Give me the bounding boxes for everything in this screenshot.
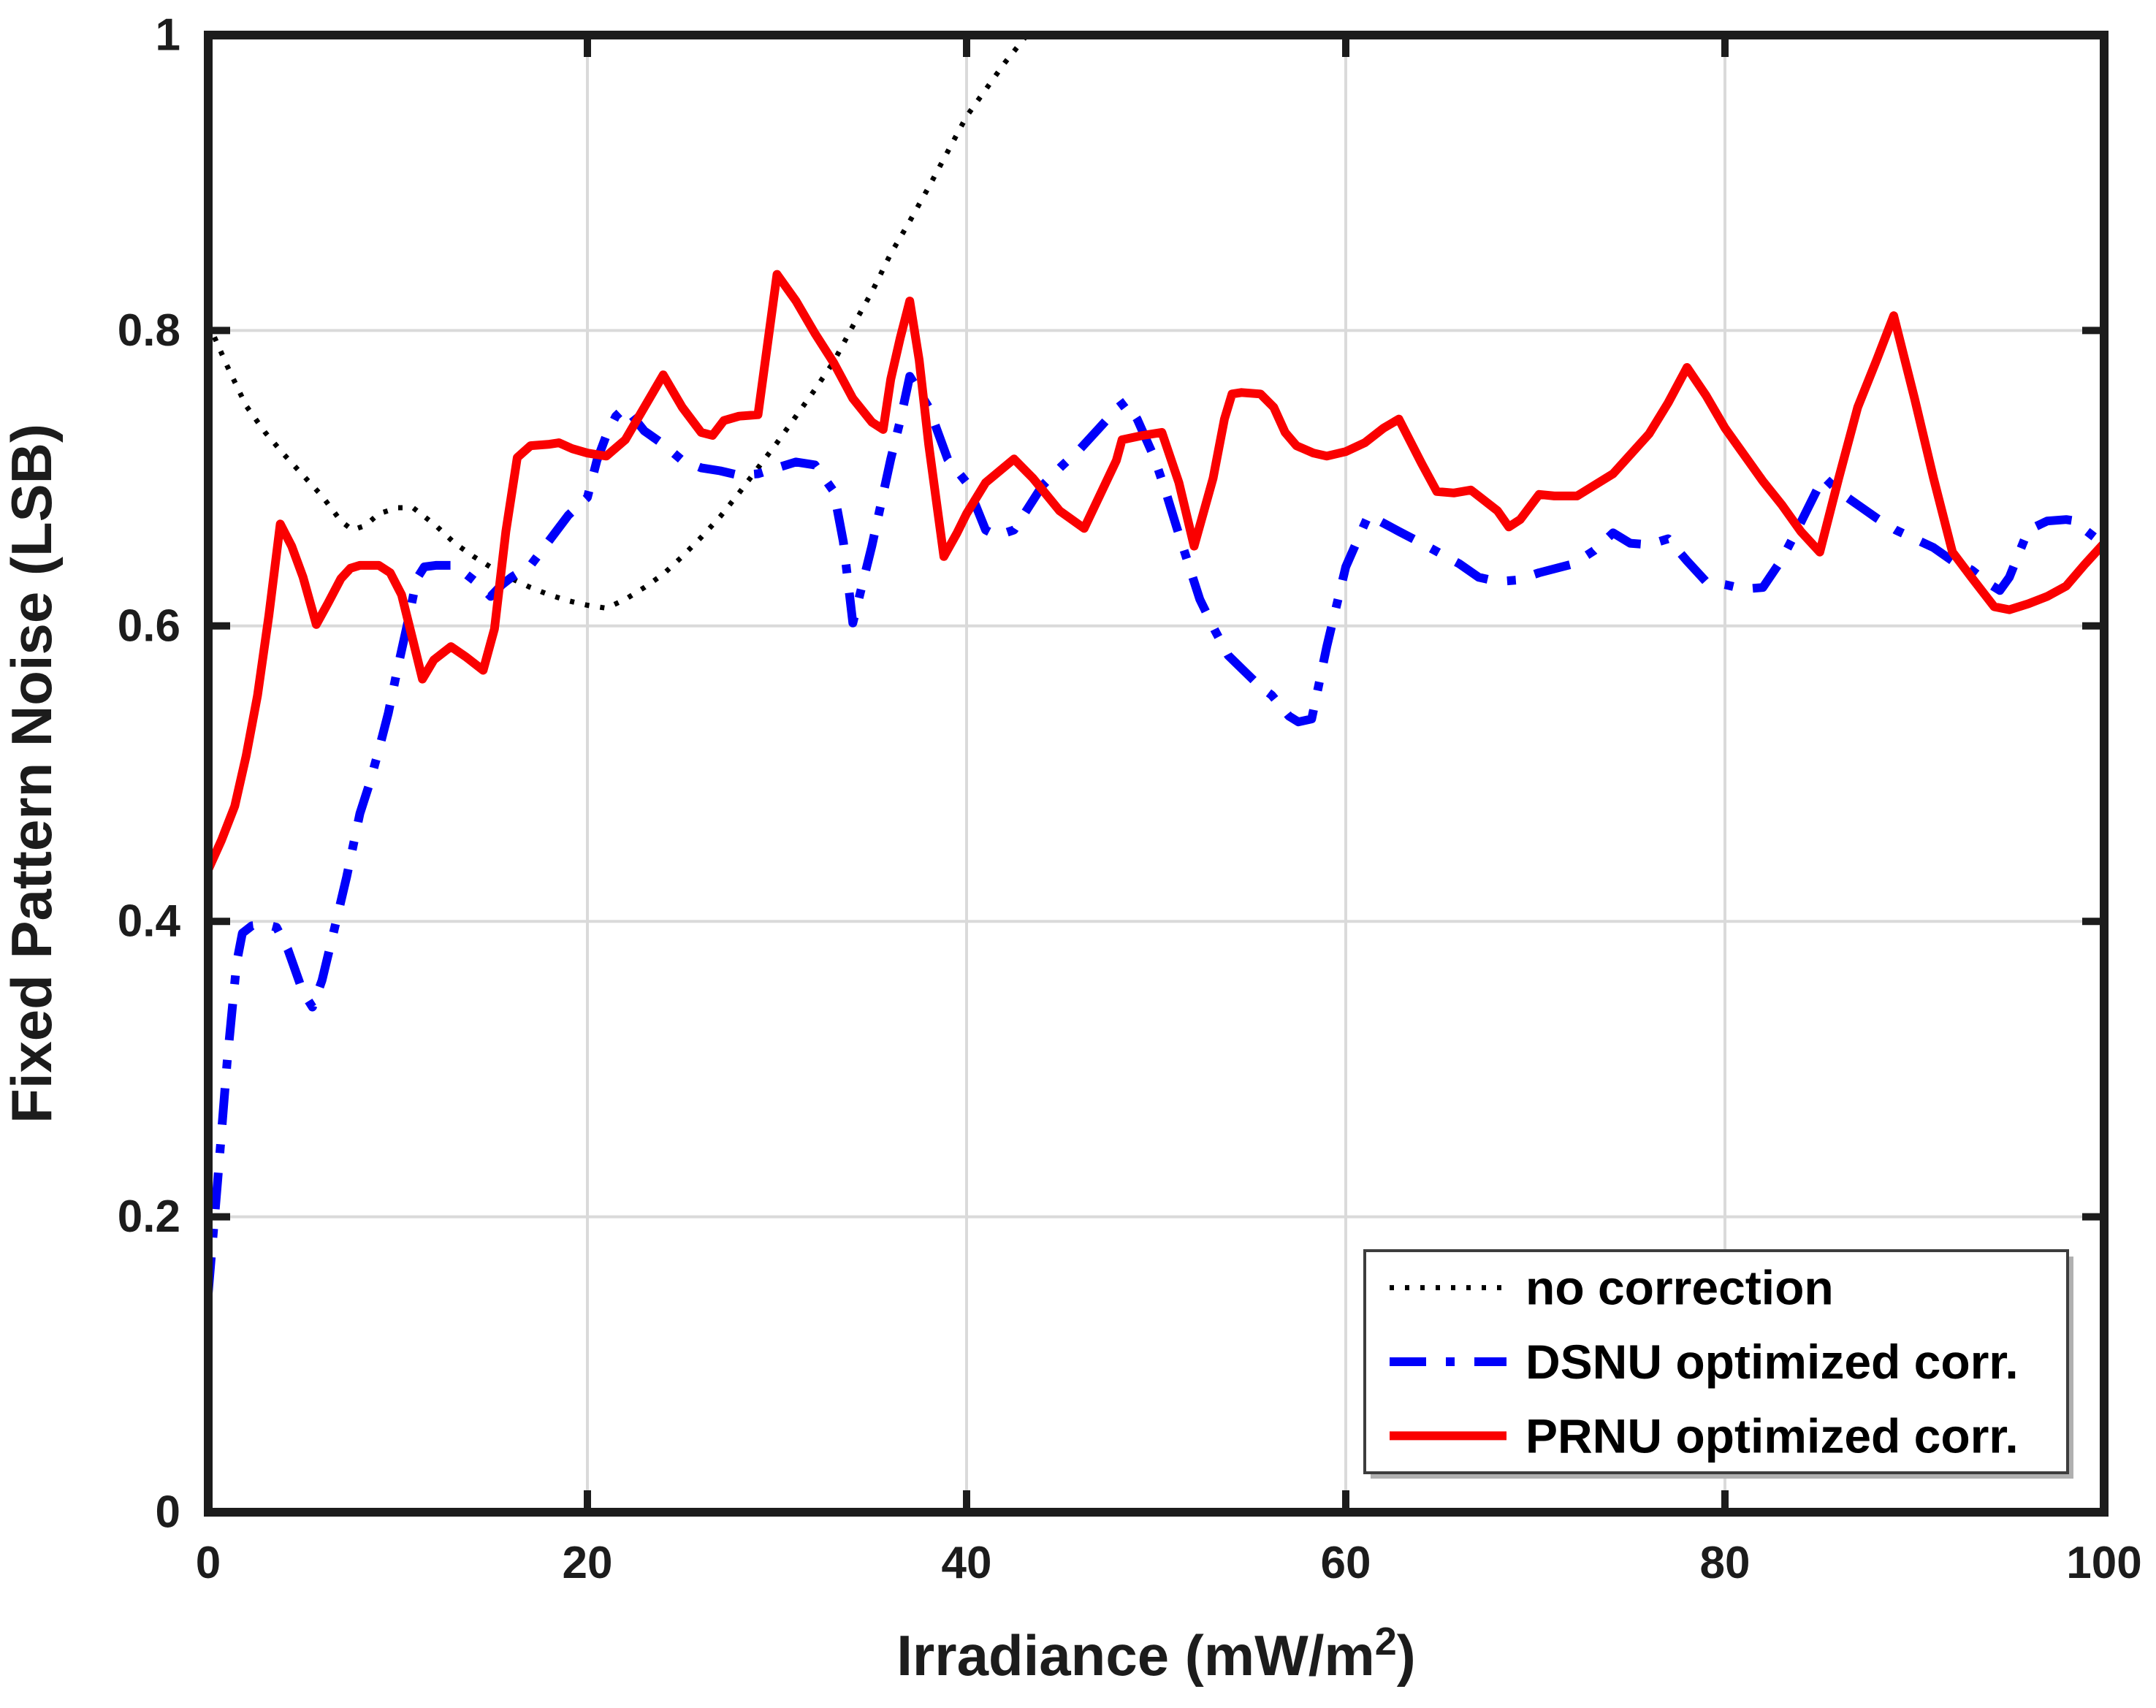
- y-tick-labels: 0 0.2 0.4 0.6 0.8 1: [118, 10, 181, 1538]
- y-tick-label: 0.6: [118, 601, 180, 651]
- legend-label: DSNU optimized corr.: [1525, 1335, 2019, 1389]
- series-dsnu-optimized-corr-: [208, 372, 2104, 1295]
- plot-area: [208, 35, 2104, 1295]
- legend-label: no correction: [1525, 1261, 1834, 1315]
- legend-entry: PRNU optimized corr.: [1390, 1408, 2019, 1463]
- legend: no correction DSNU optimized corr. PRNU op…: [1363, 1249, 2073, 1479]
- series-no-correction: [208, 35, 1030, 611]
- plot-frame: [204, 31, 2109, 1517]
- gridlines: [207, 34, 2106, 1514]
- y-axis-title: Fixed Pattern Noise (LSB): [0, 424, 64, 1124]
- y-tick-label: 0.2: [118, 1192, 180, 1242]
- x-tick-label: 0: [196, 1538, 221, 1588]
- x-tick-labels: 0 20 40 60 80 100: [196, 1538, 2142, 1588]
- x-tick-label: 60: [1321, 1538, 1371, 1588]
- x-axis-title: Irradiance (mW/m2): [896, 1620, 1416, 1688]
- series-prnu-optimized-corr-: [208, 270, 2104, 872]
- legend-entry: DSNU optimized corr.: [1390, 1335, 2019, 1389]
- y-tick-label: 1: [156, 10, 180, 61]
- x-tick-label: 100: [2066, 1538, 2141, 1588]
- x-tick-label: 40: [942, 1538, 992, 1588]
- x-tick-label: 80: [1700, 1538, 1751, 1588]
- x-tick-label: 20: [563, 1538, 613, 1588]
- y-tick-label: 0.4: [118, 896, 181, 947]
- legend-entry: no correction: [1390, 1261, 1834, 1315]
- y-tick-label: 0: [156, 1487, 180, 1538]
- legend-label: PRNU optimized corr.: [1525, 1408, 2019, 1463]
- y-tick-label: 0.8: [118, 305, 180, 356]
